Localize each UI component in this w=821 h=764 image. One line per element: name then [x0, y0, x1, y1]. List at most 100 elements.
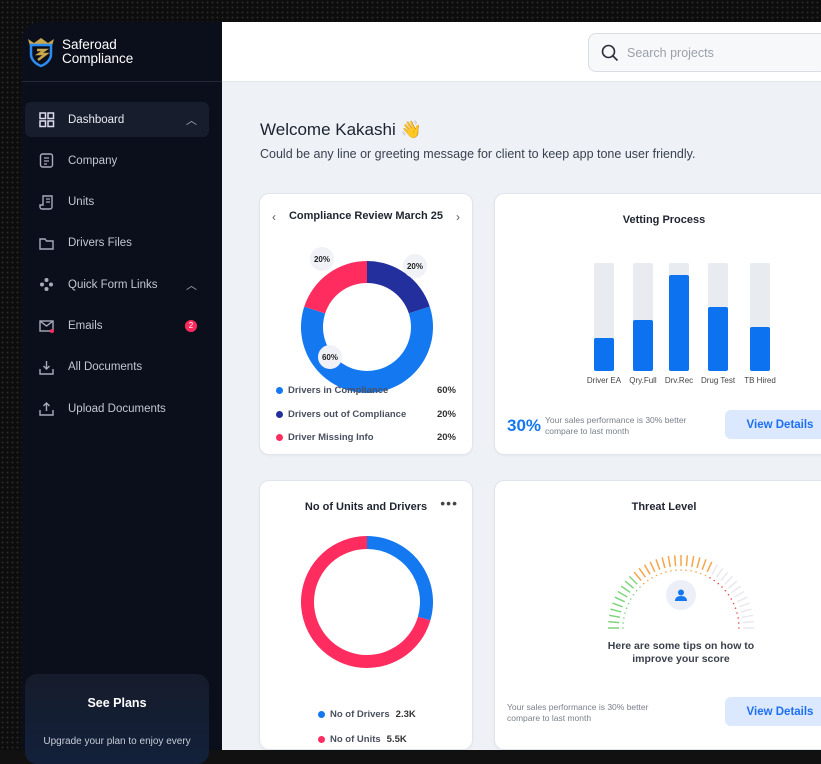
next-month-icon[interactable]: › [456, 210, 460, 224]
legend-value: 20% [436, 408, 456, 420]
see-plans-card[interactable]: See Plans Upgrade your plan to enjoy eve… [25, 674, 209, 764]
vetting-view-details-button[interactable]: View Details [725, 410, 821, 439]
gauge-tick [742, 620, 754, 624]
sidebar-item-all-documents[interactable]: All Documents [25, 350, 209, 385]
bar-track [708, 263, 728, 371]
gauge-tick [736, 596, 748, 603]
brand-name-2: Compliance [62, 50, 134, 66]
gauge-dot [622, 627, 624, 629]
legend-dot [318, 711, 325, 718]
legend-item: No of Drivers 2.3K [318, 709, 438, 720]
gauge-tick [724, 575, 734, 585]
sidebar-item-drivers-files[interactable]: Drivers Files [25, 226, 209, 261]
search-icon [601, 44, 619, 61]
gauge-dot [713, 579, 716, 582]
sidebar-item-label: All Documents [68, 361, 143, 374]
gauge-tick [691, 555, 695, 568]
legend-item: Driver Missing Info 20% [276, 432, 456, 443]
gauge-dot [639, 586, 641, 588]
gauge-tick [741, 614, 754, 618]
gauge-dot [624, 612, 626, 614]
sidebar-item-label: Drivers Files [68, 237, 132, 250]
emails-badge: 2 [185, 319, 197, 332]
units-title: No of Units and Drivers [304, 501, 428, 513]
sidebar-item-label: Units [68, 196, 95, 209]
bar-drug-test [708, 307, 728, 371]
sidebar-item-upload-documents[interactable]: Upload Documents [25, 391, 209, 426]
gauge-tick [617, 590, 628, 598]
threat-level-card: Threat Level Here are some tips on how t… [494, 480, 821, 750]
sidebar-item-dashboard[interactable]: Dashboard ︿ [25, 102, 209, 137]
units-donut-chart [301, 536, 433, 668]
gauge-tick [715, 567, 724, 578]
chevron-up-icon[interactable]: ︿ [186, 279, 197, 292]
gauge-tick [685, 555, 689, 567]
gauge-dot [730, 598, 733, 600]
gauge-dot [737, 622, 740, 624]
gauge-dot [738, 627, 740, 629]
gauge-dot [623, 617, 625, 619]
gauge-dot [635, 589, 638, 592]
gauge-dot [665, 571, 667, 573]
threat-tips: Here are some tips on how to improve you… [607, 640, 755, 665]
gauge-tick [608, 614, 621, 618]
brand-logo[interactable]: Saferoad Compliance [22, 22, 222, 82]
svg-text:20%: 20% [407, 262, 423, 271]
bar-label: Driver EA [586, 376, 622, 385]
sidebar-item-label: Emails [68, 319, 103, 332]
donut-data-label: 20% [403, 254, 427, 278]
legend-label: Drivers out of Compliance [288, 408, 407, 420]
gauge-dot [695, 571, 697, 573]
chevron-up-icon[interactable]: ︿ [186, 114, 197, 127]
vetting-process-card: Vetting Process Driver EA Qry.Full Drv.Rec… [494, 193, 821, 455]
gauge-dot [724, 589, 727, 592]
receipt-icon [39, 194, 53, 210]
gauge-tick [661, 557, 666, 569]
gauge-tick [608, 620, 620, 624]
threat-gauge [608, 555, 754, 629]
main-content: Search projects Welcome Kakashi 👋 Could … [222, 22, 821, 750]
prev-month-icon[interactable]: ‹ [272, 210, 276, 224]
gauge-tick [633, 571, 642, 581]
legend-value: 60% [436, 385, 456, 396]
units-drivers-card: No of Units and Drivers ••• No of Driver… [259, 480, 473, 750]
gauge-dot [655, 574, 658, 577]
legend-label: No of Drivers [330, 709, 390, 720]
gauge-dot [717, 582, 720, 585]
document-icon [39, 153, 54, 168]
legend-label: Driver Missing Info [288, 432, 374, 443]
gauge-dot [700, 572, 702, 575]
bar-track [633, 263, 653, 371]
brand-name: Saferoad [62, 36, 117, 52]
sidebar-item-company[interactable]: Company [25, 143, 209, 178]
grid-icon [39, 112, 55, 128]
bar-label: Drv.Rec [664, 376, 694, 385]
more-options-icon[interactable]: ••• [440, 495, 458, 511]
legend-item: No of Units 5.5K [318, 734, 438, 745]
donut-data-label: 20% [310, 247, 334, 271]
shield-logo-icon [28, 37, 54, 67]
folder-icon [39, 238, 54, 250]
threat-view-details-button[interactable]: View Details [725, 697, 821, 726]
gauge-dot [670, 570, 672, 572]
gauge-tick [610, 608, 622, 613]
search-input[interactable]: Search projects [588, 33, 821, 72]
legend-value: 5.5K [386, 734, 407, 745]
threat-title: Threat Level [631, 501, 697, 513]
gauge-dot [651, 576, 653, 579]
sidebar-item-quick-form-links[interactable]: Quick Form Links ︿ [25, 267, 209, 302]
gauge-tick [638, 567, 647, 578]
gauge-dot [732, 602, 735, 605]
search-placeholder: Search projects [627, 45, 714, 60]
gauge-tick [701, 559, 707, 570]
gauge-tick [628, 575, 638, 585]
vetting-note: Your sales performance is 30% better com… [545, 415, 687, 436]
gauge-tick [612, 602, 623, 608]
upload-icon [39, 402, 54, 416]
sidebar-item-emails[interactable]: Emails 2 [25, 308, 209, 343]
sidebar-item-units[interactable]: Units [25, 185, 209, 220]
gauge-dot [685, 569, 687, 572]
gauge-dot [709, 576, 711, 579]
see-plans-title[interactable]: See Plans [87, 696, 147, 710]
bar-label: Drug Test [700, 376, 736, 385]
